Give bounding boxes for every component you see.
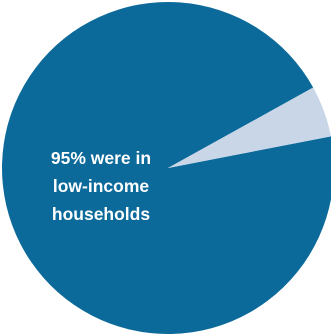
- annotation-line-3: households: [52, 204, 150, 224]
- pie-slice-2: [168, 87, 331, 168]
- annotation-line-2: low-income: [53, 176, 150, 196]
- annotation-line-1: 95% were in: [51, 148, 151, 168]
